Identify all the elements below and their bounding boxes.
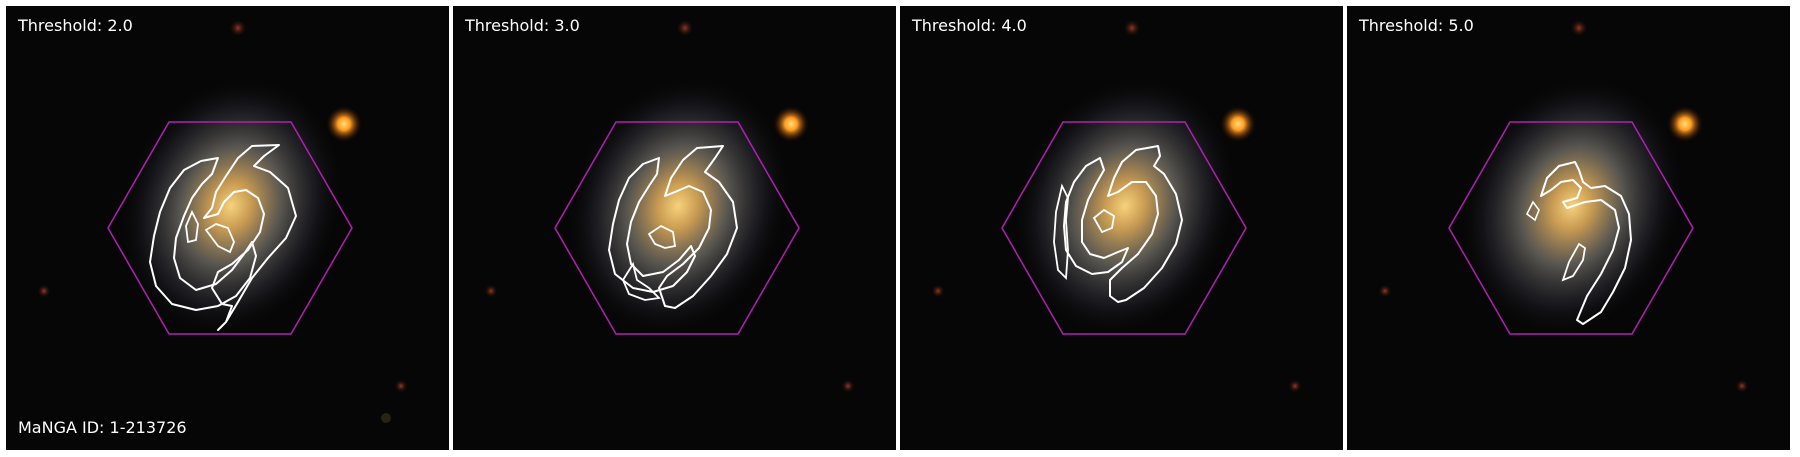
threshold-label: Threshold: 2.0 bbox=[18, 16, 133, 35]
galaxy-image bbox=[900, 6, 1343, 450]
contour-path bbox=[1525, 200, 1540, 222]
threshold-label: Threshold: 4.0 bbox=[912, 16, 1027, 35]
contour-path bbox=[1053, 183, 1069, 281]
background-source bbox=[841, 379, 855, 393]
contour-path bbox=[204, 223, 235, 254]
contour-path bbox=[203, 144, 297, 331]
contour-path bbox=[1107, 145, 1183, 303]
ifu-hexagon bbox=[1448, 121, 1694, 335]
background-source bbox=[1288, 379, 1302, 393]
threshold-label: Threshold: 3.0 bbox=[465, 16, 580, 35]
manga-id-label: MaNGA ID: 1-213726 bbox=[18, 418, 187, 437]
background-source bbox=[1378, 284, 1392, 298]
panel-threshold-2: Threshold: 2.0 MaNGA ID: 1-213726 bbox=[6, 6, 449, 450]
foreground-star bbox=[1667, 106, 1703, 142]
ifu-hexagon bbox=[554, 121, 800, 335]
background-source bbox=[676, 19, 694, 37]
panel-threshold-5: Threshold: 5.0 bbox=[1347, 6, 1790, 450]
foreground-star bbox=[1220, 106, 1256, 142]
galaxy-glow bbox=[564, 74, 792, 338]
contour-path bbox=[1540, 161, 1632, 325]
threshold-label: Threshold: 5.0 bbox=[1359, 16, 1474, 35]
galaxy-image bbox=[453, 6, 896, 450]
panel-threshold-3: Threshold: 3.0 bbox=[453, 6, 896, 450]
ifu-hexagon bbox=[1001, 121, 1247, 335]
galaxy-image bbox=[6, 6, 449, 450]
foreground-star bbox=[326, 106, 362, 142]
contour-path bbox=[621, 261, 661, 301]
panel-threshold-4: Threshold: 4.0 bbox=[900, 6, 1343, 450]
ifu-hexagon bbox=[107, 121, 353, 335]
contour-path bbox=[149, 157, 257, 311]
contour-path bbox=[608, 157, 696, 293]
contour-path bbox=[658, 145, 738, 309]
contour-path bbox=[1063, 157, 1129, 275]
panel-strip: Threshold: 2.0 MaNGA ID: 1-213726 bbox=[6, 6, 1794, 450]
background-source bbox=[484, 284, 498, 298]
contour-path bbox=[1092, 208, 1115, 234]
background-source bbox=[229, 19, 247, 37]
background-source bbox=[1735, 379, 1749, 393]
galaxy-glow bbox=[117, 74, 345, 338]
background-source bbox=[381, 413, 391, 423]
background-source bbox=[931, 284, 945, 298]
foreground-star bbox=[773, 106, 809, 142]
contour-path bbox=[647, 224, 677, 249]
background-source bbox=[394, 379, 408, 393]
contour-path bbox=[1561, 242, 1586, 282]
background-source bbox=[37, 284, 51, 298]
galaxy-image bbox=[1347, 6, 1790, 450]
background-source bbox=[1123, 19, 1141, 37]
background-source bbox=[1570, 19, 1588, 37]
galaxy-glow bbox=[1011, 74, 1239, 338]
contour-path bbox=[185, 209, 199, 244]
